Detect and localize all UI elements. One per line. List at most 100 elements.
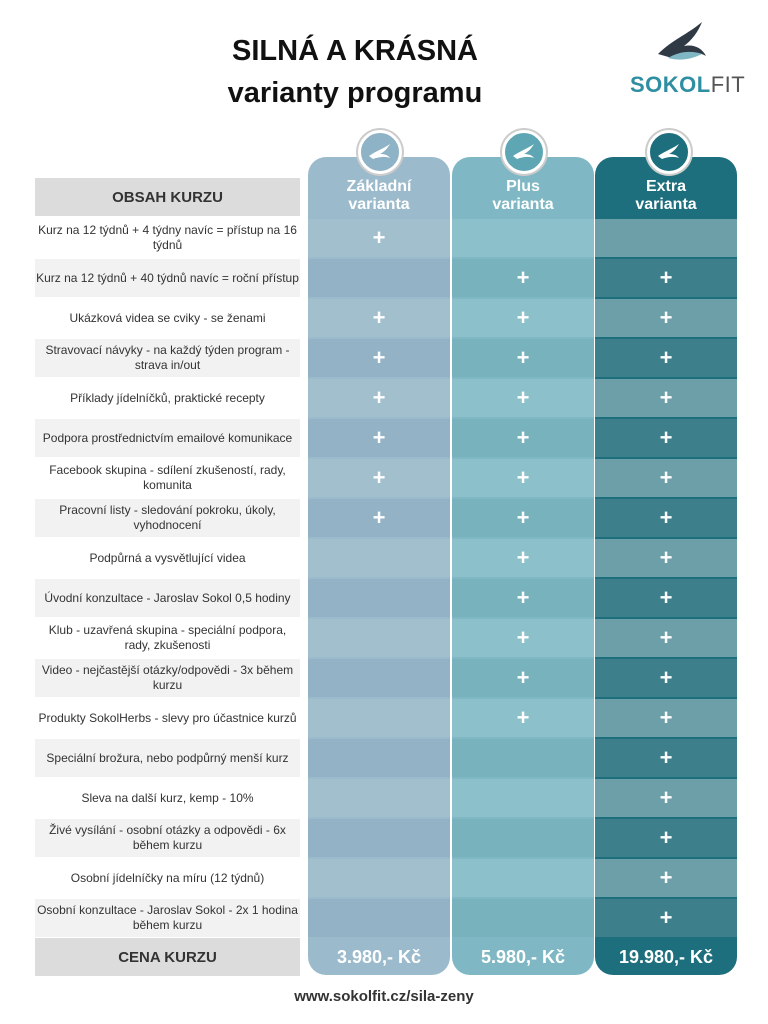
- plus-icon: +: [372, 305, 386, 330]
- plus-icon: +: [516, 705, 530, 730]
- cell-extra: +: [595, 779, 737, 817]
- plus-icon: +: [659, 665, 673, 690]
- plus-icon: +: [372, 345, 386, 370]
- cell-plus: +: [452, 539, 594, 577]
- cell-plus: +: [452, 499, 594, 537]
- plus-icon: +: [659, 625, 673, 650]
- column-header-plus: Plus varianta: [492, 178, 554, 213]
- cell-plus: [452, 819, 594, 857]
- cell-plus: +: [452, 579, 594, 617]
- feature-text: Kurz na 12 týdnů + 4 týdny navíc = příst…: [38, 223, 297, 252]
- logo-text: SOKOLFIT: [630, 72, 746, 97]
- feature-text: Pracovní listy - sledování pokroku, úkol…: [35, 499, 300, 537]
- plus-icon: +: [372, 225, 386, 250]
- cell-plus: [452, 739, 594, 777]
- cell-plus: +: [452, 259, 594, 297]
- plus-icon: +: [659, 305, 673, 330]
- cell-basic: +: [308, 499, 450, 537]
- table-row: Osobní jídelníčky na míru (12 týdnů) +: [35, 858, 738, 898]
- sokolfit-logo: SOKOLFIT: [628, 14, 745, 97]
- plus-icon: +: [659, 825, 673, 850]
- table-row: Podpůrná a vysvětlující videa + +: [35, 538, 738, 578]
- plus-icon: +: [659, 545, 673, 570]
- table-header-label: OBSAH KURZU: [35, 178, 300, 216]
- plus-icon: +: [372, 505, 386, 530]
- cell-plus: [452, 899, 594, 937]
- cell-plus: +: [452, 699, 594, 737]
- table-row: Úvodní konzultace - Jaroslav Sokol 0,5 h…: [35, 578, 738, 618]
- cell-extra: +: [595, 459, 737, 497]
- cell-plus: +: [452, 459, 594, 497]
- cell-plus: +: [452, 619, 594, 657]
- column-header-extra: Extra varianta: [635, 178, 697, 213]
- feature-text: Video - nejčastější otázky/odpovědi - 3x…: [35, 659, 300, 697]
- table-row: Živé vysílání - osobní otázky a odpovědi…: [35, 818, 738, 858]
- cell-basic: [308, 899, 450, 937]
- feature-text: Klub - uzavřená skupina - speciální podp…: [48, 623, 287, 652]
- cell-plus: +: [452, 299, 594, 337]
- cell-extra: +: [595, 339, 737, 377]
- feature-text: Ukázková videa se cviky - se ženami: [69, 310, 266, 325]
- table-row: Sleva na další kurz, kemp - 10% +: [35, 778, 738, 818]
- cell-plus: +: [452, 419, 594, 457]
- cell-extra: +: [595, 659, 737, 697]
- feature-text: Podpůrná a vysvětlující videa: [89, 550, 246, 565]
- plus-icon: +: [516, 625, 530, 650]
- cell-basic: +: [308, 299, 450, 337]
- price-extra: 19.980,- Kč: [618, 946, 714, 967]
- feature-text: Speciální brožura, nebo podpůrný menší k…: [35, 739, 300, 777]
- table-row: Klub - uzavřená skupina - speciální podp…: [35, 618, 738, 658]
- feature-text: Živé vysílání - osobní otázky a odpovědi…: [35, 819, 300, 857]
- cell-basic: +: [308, 419, 450, 457]
- plus-icon: +: [372, 385, 386, 410]
- cell-extra: +: [595, 619, 737, 657]
- cell-basic: +: [308, 459, 450, 497]
- table-row: Kurz na 12 týdnů + 4 týdny navíc = příst…: [35, 218, 738, 258]
- cell-extra: +: [595, 899, 737, 937]
- plus-icon: +: [659, 265, 673, 290]
- plus-icon: +: [659, 465, 673, 490]
- plus-icon: +: [516, 265, 530, 290]
- falcon-icon: [647, 130, 691, 174]
- feature-text: Osobní jídelníčky na míru (12 týdnů): [70, 870, 265, 885]
- cell-basic: [308, 819, 450, 857]
- title-line-2: varianty programu: [227, 77, 483, 109]
- cell-basic: [308, 619, 450, 657]
- feature-table: Kurz na 12 týdnů + 4 týdny navíc = příst…: [35, 218, 738, 938]
- plus-icon: +: [516, 305, 530, 330]
- cell-basic: [308, 779, 450, 817]
- table-row: Video - nejčastější otázky/odpovědi - 3x…: [35, 658, 738, 698]
- plus-icon: +: [516, 425, 530, 450]
- plus-icon: +: [659, 505, 673, 530]
- feature-text: Stravovací návyky - na každý týden progr…: [35, 339, 300, 377]
- cell-basic: +: [308, 379, 450, 417]
- cell-plus: +: [452, 379, 594, 417]
- cell-extra: +: [595, 579, 737, 617]
- table-row: Podpora prostřednictvím emailové komunik…: [35, 418, 738, 458]
- cell-plus: +: [452, 339, 594, 377]
- table-row: Pracovní listy - sledování pokroku, úkol…: [35, 498, 738, 538]
- feature-text: Sleva na další kurz, kemp - 10%: [81, 790, 254, 805]
- feature-text: Produkty SokolHerbs - slevy pro účastnic…: [38, 710, 297, 725]
- falcon-icon: [658, 22, 706, 60]
- plus-icon: +: [659, 585, 673, 610]
- plus-icon: +: [659, 865, 673, 890]
- plus-icon: +: [659, 345, 673, 370]
- table-row: Stravovací návyky - na každý týden progr…: [35, 338, 738, 378]
- cell-extra: +: [595, 499, 737, 537]
- feature-text: Facebook skupina - sdílení zkušeností, r…: [49, 463, 286, 492]
- cell-basic: [308, 859, 450, 897]
- feature-text: Kurz na 12 týdnů + 40 týdnů navíc = ročn…: [35, 259, 300, 297]
- cell-basic: [308, 579, 450, 617]
- plus-icon: +: [516, 665, 530, 690]
- price-plus: 5.980,- Kč: [480, 946, 566, 967]
- footer-url[interactable]: www.sokolfit.cz/sila-zeny: [294, 988, 474, 1005]
- title-line-1: SILNÁ A KRÁSNÁ: [232, 35, 478, 67]
- table-row: Příklady jídelníčků, praktické recepty + +…: [35, 378, 738, 418]
- table-row: Produkty SokolHerbs - slevy pro účastnic…: [35, 698, 738, 738]
- cell-extra: +: [595, 379, 737, 417]
- price-label: CENA KURZU: [35, 938, 300, 976]
- feature-text: Osobní konzultace - Jaroslav Sokol - 2x …: [35, 899, 300, 937]
- table-row: Speciální brožura, nebo podpůrný menší k…: [35, 738, 738, 778]
- cell-plus: [452, 219, 594, 257]
